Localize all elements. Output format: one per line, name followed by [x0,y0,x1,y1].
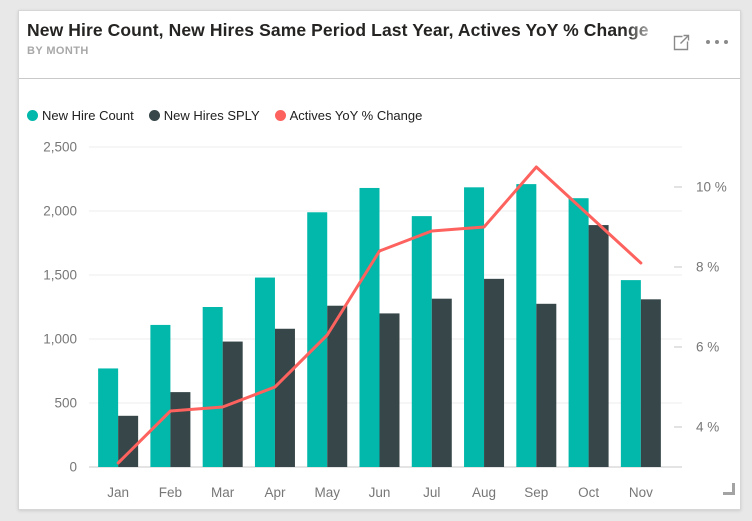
left-axis-tick-label: 0 [69,460,77,475]
bar-new-hire-count-May[interactable] [307,212,328,467]
bar-new-hire-count-Aug[interactable] [464,187,485,467]
more-options-icon[interactable] [702,31,732,53]
bar-new-hire-count-Sep[interactable] [516,184,537,467]
legend-dot-icon [148,110,160,121]
legend: New Hire Count New Hires SPLY Actives YoY … [27,108,422,123]
bar-new-hire-count-Apr[interactable] [254,277,275,467]
bar-new-hires-sply-Nov[interactable] [640,299,661,467]
x-axis-label-oct: Oct [578,485,599,500]
legend-dot-icon [274,110,286,121]
x-axis-label-feb: Feb [159,485,182,500]
x-axis-label-aug: Aug [472,485,496,500]
legend-item-actives-yoy-change[interactable]: Actives YoY % Change [274,108,423,123]
x-axis-label-apr: Apr [264,485,286,500]
legend-dot-icon [27,110,38,121]
bar-new-hires-sply-Aug[interactable] [484,278,505,467]
right-axis-tick-label: 6 % [696,340,719,355]
bar-new-hires-sply-Feb[interactable] [170,392,191,467]
bar-new-hires-sply-May[interactable] [327,305,348,467]
x-axis-label-jun: Jun [369,485,391,500]
x-axis-label-jul: Jul [423,485,440,500]
visual-header: New Hire Count, New Hires Same Period La… [19,11,740,79]
ellipsis-dot [706,40,710,44]
x-axis-label-nov: Nov [629,485,653,500]
bar-new-hire-count-Oct[interactable] [568,198,589,467]
x-axis-label-sep: Sep [524,485,548,500]
bar-new-hire-count-Jul[interactable] [411,216,432,467]
bar-new-hire-count-Nov[interactable] [620,280,641,467]
x-axis-label-mar: Mar [211,485,235,500]
bar-new-hire-count-Jan[interactable] [98,368,119,467]
x-axis-label-jan: Jan [107,485,129,500]
visual-subtitle: BY MONTH [27,45,89,57]
bar-new-hires-sply-Jan[interactable] [118,415,139,467]
bar-new-hire-count-Mar[interactable] [202,307,223,467]
left-axis-tick-label: 2,500 [43,140,77,155]
bar-new-hire-count-Feb[interactable] [150,324,171,467]
bar-new-hires-sply-Jul[interactable] [431,298,452,467]
left-axis-tick-label: 1,500 [43,268,77,283]
right-axis-tick-label: 8 % [696,260,719,275]
visual-title: New Hire Count, New Hires Same Period La… [27,20,649,40]
focus-mode-icon[interactable] [670,31,692,53]
left-axis-tick-label: 1,000 [43,332,77,347]
combo-chart: 0 500 1,000 1,500 2,000 2,500 4 % 6 % 8 % 10 % Jan… [43,140,727,501]
legend-label: New Hire Count [42,108,134,123]
left-axis-tick-label: 500 [54,396,77,411]
legend-label: Actives YoY % Change [289,108,423,123]
bar-new-hires-sply-Apr[interactable] [274,328,295,467]
legend-item-new-hires-sply[interactable]: New Hires SPLY [148,108,260,123]
bar-new-hires-sply-Oct[interactable] [588,225,609,467]
right-axis-tick-label: 10 % [696,180,727,195]
bar-new-hire-count-Jun[interactable] [359,187,380,467]
line-actives-yoy-change[interactable] [116,165,643,465]
legend-label: New Hires SPLY [163,108,260,123]
right-axis-tick-label: 4 % [696,420,719,435]
focus-mode-glyph [673,34,689,50]
resize-handle[interactable] [723,483,735,495]
legend-item-new-hire-count[interactable]: New Hire Count [27,108,134,123]
ellipsis-dot [715,40,719,44]
visual-card: New Hire Count, New Hires Same Period La… [18,10,741,510]
x-axis-label-may: May [314,485,340,500]
bar-new-hires-sply-Jun[interactable] [379,313,400,467]
ellipsis-dot [724,40,728,44]
header-actions [624,27,732,57]
bar-new-hires-sply-Sep[interactable] [536,303,557,467]
left-axis-tick-label: 2,000 [43,204,77,219]
